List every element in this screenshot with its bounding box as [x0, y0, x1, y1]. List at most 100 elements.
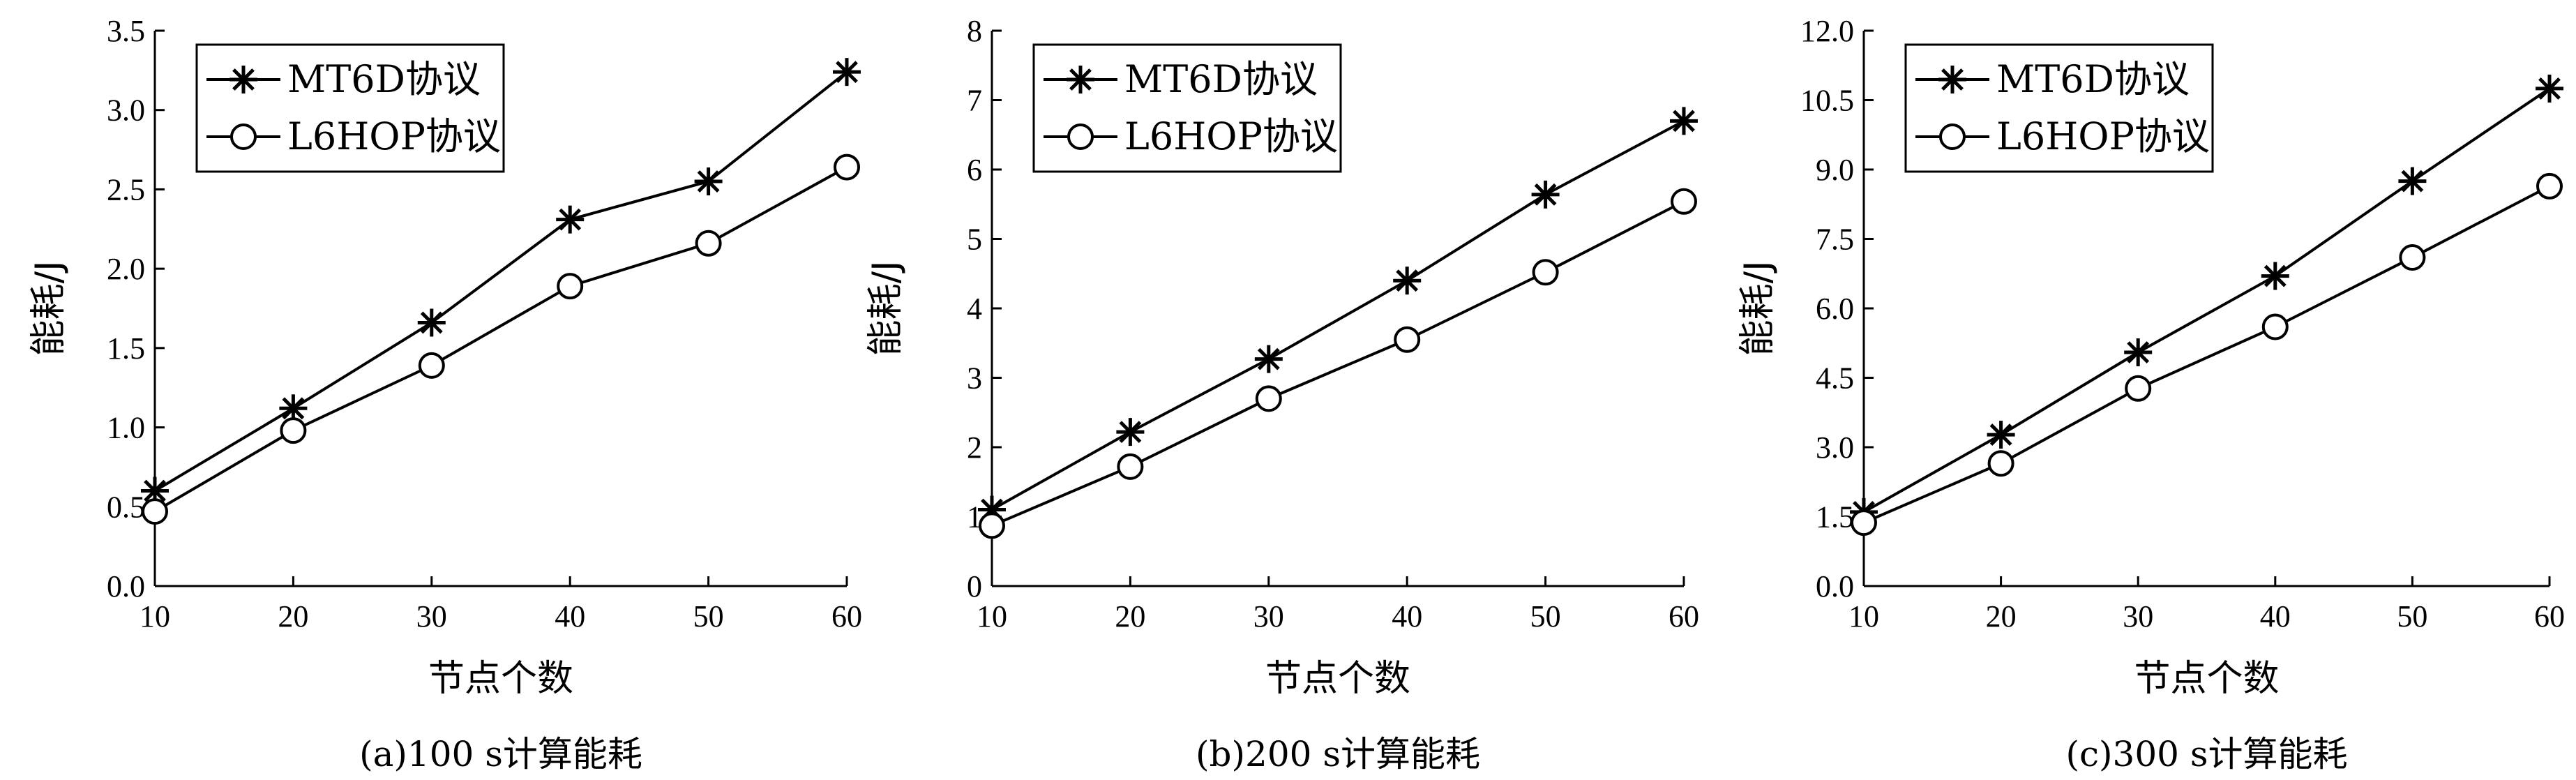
legend-item: L6HOP协议	[1915, 114, 2210, 158]
star-stroke	[1673, 110, 1695, 133]
legend-item: MT6D协议	[206, 57, 481, 101]
star-marker	[2261, 262, 2289, 290]
x-tick-label: 40	[2260, 599, 2291, 633]
circle-marker	[834, 153, 860, 181]
star-stroke	[420, 311, 443, 334]
circle-marker	[418, 352, 445, 379]
circle-marker	[1987, 450, 2014, 477]
series-mt6d	[978, 107, 1698, 524]
star-marker	[2124, 338, 2153, 367]
star-stroke	[2127, 341, 2150, 363]
series-mt6d	[141, 58, 861, 505]
star-marker	[2398, 167, 2427, 195]
legend-label: L6HOP协议	[287, 114, 501, 158]
chart-caption: (b)200 s计算能耗	[1196, 734, 1480, 774]
y-tick-label: 3.5	[107, 14, 145, 48]
star-stroke	[1119, 421, 1142, 444]
y-axis-label: 能耗/J	[28, 261, 70, 357]
y-axis-label: 能耗/J	[865, 261, 907, 357]
star-stroke	[1396, 269, 1419, 292]
x-tick-label: 10	[140, 599, 170, 633]
series-line	[153, 165, 848, 513]
y-tick-label: 8	[967, 14, 982, 48]
star-marker	[1531, 180, 1560, 209]
star-stroke	[282, 397, 305, 420]
chart-caption: (a)100 s计算能耗	[359, 734, 642, 774]
y-tick-label: 1.0	[107, 411, 145, 445]
x-axis-label: 节点个数	[1265, 658, 1410, 700]
x-tick-label: 20	[1115, 599, 1145, 633]
y-tick-label: 2.5	[107, 172, 145, 207]
y-tick-label: 4	[967, 292, 982, 326]
y-axis-label: 能耗/J	[1737, 261, 1779, 357]
star-marker	[1067, 66, 1094, 93]
x-tick-label: 30	[2123, 599, 2153, 633]
x-tick-label: 50	[1530, 599, 1561, 633]
star-marker	[1670, 107, 1698, 135]
y-tick-label: 12.0	[1800, 14, 1854, 48]
y-tick-label: 9.0	[1816, 153, 1854, 187]
star-marker	[1116, 418, 1145, 447]
legend-circle-marker	[1939, 123, 1966, 150]
y-tick-label: 2.0	[107, 252, 145, 286]
y-tick-label: 2	[967, 430, 982, 465]
y-tick-label: 7.5	[1816, 223, 1854, 257]
legend-circle-marker	[1067, 123, 1094, 150]
x-tick-label: 40	[555, 599, 585, 633]
legend: MT6D协议 L6HOP协议	[1032, 43, 1342, 173]
legend-item: L6HOP协议	[1044, 114, 1338, 158]
series-l6hop	[142, 153, 860, 525]
circle-marker	[2399, 244, 2426, 271]
series-line	[1863, 185, 2550, 524]
circle-marker	[1532, 259, 1559, 286]
circle-marker	[695, 230, 722, 257]
star-stroke	[2538, 77, 2561, 100]
star-marker	[2536, 74, 2563, 103]
legend-circle-marker	[230, 123, 257, 150]
x-tick-label: 30	[1253, 599, 1284, 633]
series-mt6d	[1850, 74, 2563, 526]
circle-marker	[1394, 326, 1421, 353]
x-tick-label: 10	[1848, 599, 1879, 633]
circle-marker	[1117, 453, 1144, 480]
chart-panel-3: 0.0 1.5 3.0 4.5 6.0 7.5 9.0 10.5 12.0 10 20 30 40 50 6…	[1737, 14, 2565, 774]
legend-label: MT6D协议	[1996, 57, 2190, 101]
circle-marker	[979, 512, 1005, 539]
series-line	[991, 119, 1685, 511]
legend-box	[1904, 43, 2214, 173]
x-tick-label: 30	[416, 599, 447, 633]
legend-item: L6HOP协议	[206, 114, 501, 158]
y-tick-label: 0.0	[1816, 569, 1854, 603]
x-tick-label: 50	[693, 599, 724, 633]
star-stroke	[1069, 68, 1092, 91]
y-tick-label: 1.5	[1816, 500, 1854, 534]
x-tick-label: 60	[831, 599, 862, 633]
star-marker	[417, 308, 446, 337]
star-stroke	[559, 208, 582, 231]
star-marker	[694, 167, 723, 196]
y-tick-label: 1.5	[107, 331, 145, 366]
x-tick-label: 20	[1986, 599, 2017, 633]
chart-caption: (c)300 s计算能耗	[2065, 734, 2347, 774]
star-stroke	[697, 170, 720, 193]
y-tick-label: 0	[967, 569, 982, 603]
star-stroke	[1941, 68, 1964, 91]
y-tick-label: 4.5	[1816, 361, 1854, 396]
y-tick-label: 6	[967, 153, 982, 187]
x-tick-label: 60	[1669, 599, 1699, 633]
series-line	[153, 70, 848, 493]
x-axis-label: 节点个数	[2134, 658, 2279, 700]
star-marker	[1393, 267, 1422, 295]
x-tick-label: 50	[2397, 599, 2427, 633]
x-tick-label: 10	[977, 599, 1007, 633]
series-l6hop	[979, 188, 1697, 539]
star-stroke	[1257, 347, 1280, 370]
star-stroke	[2264, 264, 2287, 287]
y-tick-label: 6.0	[1816, 292, 1854, 326]
y-tick-label: 0.0	[107, 569, 145, 603]
circle-marker	[2125, 375, 2152, 402]
legend: MT6D协议 L6HOP协议	[195, 43, 505, 173]
circle-marker	[1851, 509, 1877, 537]
